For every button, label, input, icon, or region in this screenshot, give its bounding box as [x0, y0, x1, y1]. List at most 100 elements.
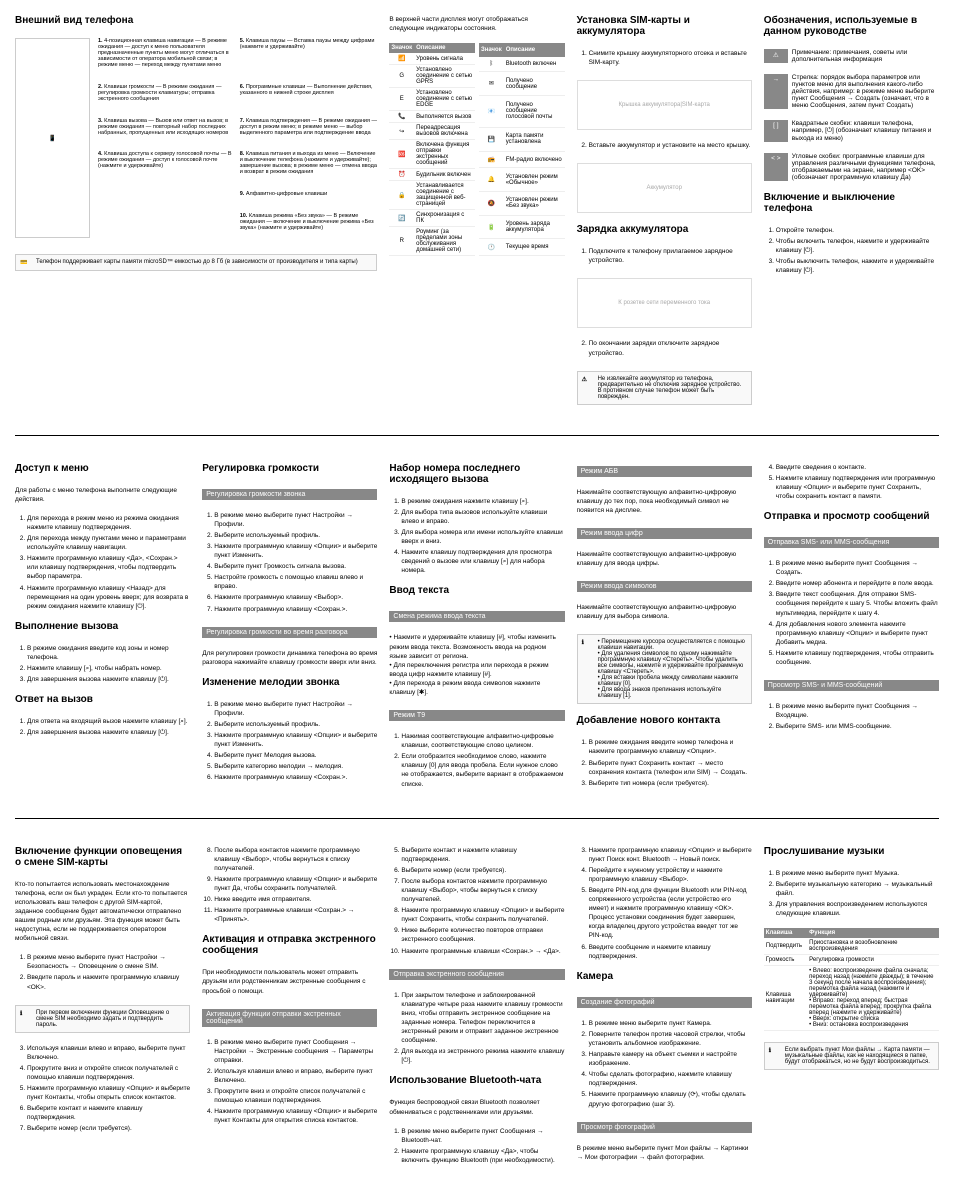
bt-s6: Введите сообщение и нажмите клавишу подт… — [589, 943, 752, 961]
key-4-desc: Клавиша доступа к серверу голосовой почт… — [98, 151, 232, 169]
sc-s5: Нажмите программную клавишу <Опции> и вы… — [27, 1084, 190, 1102]
key-3-desc: Клавиша вызова — Вызов или ответ на вызо… — [98, 118, 228, 136]
text-t9-s1: Нажимая соответствующие алфавитно-цифров… — [401, 732, 564, 750]
sc-s3: Используя клавиши влево и вправо, выбери… — [27, 1044, 190, 1062]
sos-intro: При необходимости пользователь может отп… — [202, 968, 377, 995]
contact-title: Добавление нового контакта — [577, 715, 752, 726]
icons-table-left: ЗначокОписание 📶Уровень сигнала GУстанов… — [389, 43, 475, 256]
sos-s7: После выбора контактов нажмите программн… — [401, 877, 564, 904]
msg-s4: Для добавления нового элемента нажмите п… — [776, 620, 939, 647]
mus-s3: Для управления воспроизведением использу… — [776, 900, 939, 918]
key-6-desc: Программные клавиши — Выполнение действи… — [240, 84, 373, 96]
text-note: ℹ• Перемещение курсора осуществляется с … — [577, 634, 752, 704]
menu-s2: Для перехода между пунктами меню и парам… — [27, 534, 190, 552]
sos-s9: Ниже выберите количество повторов отправ… — [401, 926, 564, 944]
sos-bar: Активация функции отправки экстренных со… — [202, 1009, 377, 1027]
sos-s8: Нажмите программную клавишу <Опции> и вы… — [401, 906, 564, 924]
msg-s3: Введите текст сообщения. Для отправки SM… — [776, 590, 939, 617]
legend-text-1: Стрелка: порядок выбора параметров или п… — [792, 74, 939, 109]
msg-title: Отправка и просмотр сообщений — [764, 511, 939, 522]
sc-s8: После выбора контактов нажмите программн… — [214, 846, 377, 873]
camera-bar1: Создание фотографий — [577, 997, 752, 1008]
sc-s2: Введите пароль и нажмите программную кла… — [27, 973, 190, 991]
text-p4: Нажимайте соответствующую алфавитно-цифр… — [577, 550, 752, 568]
call-s2: Нажмите клавишу [⌕], чтобы набрать номер… — [27, 664, 190, 673]
key-9-desc: Алфавитно-цифровые клавиши — [246, 191, 327, 197]
camera-p2: В режиме меню выберите пункт Мои файлы →… — [577, 1144, 752, 1162]
phone-appearance-title: Внешний вид телефона — [15, 15, 377, 26]
contact-s1: В режиме ожидания введите номер телефона… — [589, 738, 752, 756]
sos-s6: Выберите номер (если требуется). — [401, 866, 564, 875]
bt-s2: Нажмите программную клавишу <Да>, чтобы … — [401, 1147, 564, 1165]
sos-s2: Используя клавиши влево и вправо, выбери… — [214, 1067, 377, 1085]
charge-title: Зарядка аккумулятора — [577, 224, 752, 235]
text-p5: Нажимайте соответствующую алфавитно-цифр… — [577, 603, 752, 621]
contact-s5: Нажмите клавишу подтверждения или програ… — [776, 474, 939, 501]
sos-s1: В режиме меню выберите пункт Сообщения →… — [214, 1038, 377, 1065]
text-t9-s2: Если отобразится необходимое слово, нажм… — [401, 752, 564, 788]
text-p3: Нажимайте соответствующую алфавитно-цифр… — [577, 488, 752, 515]
music-keys-table: КлавишаФункция ПодтвердитьПриостановка и… — [764, 928, 939, 1031]
text-bar2: Режим Т9 — [389, 710, 564, 721]
msg-v2: Выберите SMS- или MMS-сообщение. — [776, 722, 939, 731]
vol-title: Регулировка громкости — [202, 463, 377, 474]
simchange-title: Включение функции оповещения о смене SIM… — [15, 846, 190, 868]
sc-s11: Нажмите программные клавиши <Сохран.> → … — [214, 906, 377, 924]
sim-step-1: Снимите крышку аккумуляторного отсека и … — [589, 49, 752, 67]
text-title: Ввод текста — [389, 585, 564, 596]
camera-bar2: Просмотр фотографий — [577, 1122, 752, 1133]
msg-bar1: Отправка SMS- или MMS-сообщения — [764, 537, 939, 548]
contact-s2: Выберите пункт Сохранить контакт → место… — [589, 759, 752, 777]
bt-title: Использование Bluetooth-чата — [389, 1075, 564, 1086]
sc-s4: Прокрутите вниз и откройте список получа… — [27, 1064, 190, 1082]
sos-title: Активация и отправка экстренного сообщен… — [202, 934, 377, 956]
legend-text-0: Примечание: примечания, советы или допол… — [792, 49, 939, 63]
vol-p2: Для регулировки громкости динамика телеф… — [202, 649, 377, 667]
vol-s2: Выберите используемый профиль. — [214, 531, 377, 540]
call-s3: Для завершения вызова нажмите клавишу [⏻… — [27, 675, 190, 684]
call-s1: В режиме ожидания введите код зоны и ном… — [27, 644, 190, 662]
contact-s4: Введите сведения о контакте. — [776, 463, 939, 472]
sos2-s1: При закрытом телефоне и заблокированной … — [401, 991, 564, 1046]
charge-diagram: К розетке сети переменного тока — [577, 278, 752, 328]
text-bar1: Смена режима ввода текста — [389, 611, 564, 622]
bt-intro: Функция беспроводной связи Bluetooth поз… — [389, 1098, 564, 1116]
bt-s1: В режиме меню выберите пункт Сообщения →… — [401, 1127, 564, 1145]
answer-s2: Для завершения вызова нажмите клавишу [⏻… — [27, 728, 190, 737]
key-1-desc: 4-позиционная клавиша навигации — В режи… — [98, 38, 229, 68]
sim-diagram-2: Аккумулятор — [577, 163, 752, 213]
power-step-1: Откройте телефон. — [776, 226, 939, 235]
text-bar3: Режим АБВ — [577, 466, 752, 477]
legend-sym-3: < > — [764, 153, 788, 181]
sos-s4: Нажмите программную клавишу <Опции> и вы… — [214, 1107, 377, 1125]
key-8-desc: Клавиша питания и выхода из меню — Включ… — [240, 151, 377, 175]
cam-s5: Нажмите программную клавишу (⟳), чтобы с… — [589, 1090, 752, 1108]
call-title: Выполнение вызова — [15, 621, 190, 632]
redial-s4: Нажмите клавишу подтверждения для просмо… — [401, 548, 564, 575]
legend-text-2: Квадратные скобки: клавиши телефона, нап… — [792, 120, 939, 142]
msg-s2: Введите номер абонента и перейдите в пол… — [776, 579, 939, 588]
mus-s2: Выберите музыкальную категорию → музыкал… — [776, 880, 939, 898]
simchange-intro: Кто-то попытается использовать местонахо… — [15, 880, 190, 944]
text-bar4: Режим ввода цифр — [577, 528, 752, 539]
cam-s3: Направьте камеру на объект съемки и наст… — [589, 1050, 752, 1068]
legend-sym-0: ⚠ — [764, 49, 788, 63]
bt-s5: Введите PIN-код для функции Bluetooth ил… — [589, 886, 752, 941]
ring-s1: В режиме меню выберите пункт Настройки →… — [214, 700, 377, 718]
ring-s3: Нажмите программную клавишу <Опции> и вы… — [214, 731, 377, 749]
sos-s10: Нажмите программные клавиши <Сохран.> → … — [401, 947, 564, 956]
menu-s3: Нажмите программную клавишу <Да>, <Сохра… — [27, 554, 190, 581]
bt-s4: Перейдите к нужному устройству и нажмите… — [589, 866, 752, 884]
camera-note: ℹЕсли выбрать пункт Мои файлы → Карта па… — [764, 1042, 939, 1070]
redial-s1: В режиме ожидания нажмите клавишу [⌕]. — [401, 497, 564, 506]
charge-step-2: По окончании зарядки отключите зарядное … — [589, 339, 752, 357]
sc-s9: Нажмите программную клавишу <Опции> и вы… — [214, 875, 377, 893]
sos-bar2: Отправка экстренного сообщения — [389, 969, 564, 980]
camera-title: Камера — [577, 971, 752, 982]
menu-s4: Нажмите программную клавишу <Назад> для … — [27, 584, 190, 611]
ring-s2: Выберите используемый профиль. — [214, 720, 377, 729]
ring-s6: Нажмите программную клавишу <Сохран.>. — [214, 773, 377, 782]
answer-title: Ответ на вызов — [15, 694, 190, 705]
vol-s7: Нажмите программную клавишу <Сохран.>. — [214, 605, 377, 614]
answer-s1: Для ответа на входящий вызов нажмите кла… — [27, 717, 190, 726]
